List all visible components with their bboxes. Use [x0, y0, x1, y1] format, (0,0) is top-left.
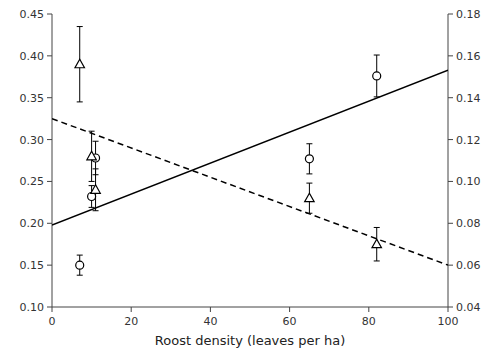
y2-tick-label: 0.14: [456, 92, 481, 105]
x-tick-label: 40: [203, 315, 217, 328]
x-tick: [448, 307, 449, 312]
x-tick: [289, 307, 290, 312]
error-bar-cap: [89, 185, 95, 186]
error-bar-cap: [374, 260, 380, 261]
circle-point: [76, 261, 84, 269]
y2-tick: [448, 223, 453, 224]
triangle-point: [372, 239, 382, 248]
x-tick-label: 100: [438, 315, 459, 328]
y2-tick: [448, 265, 453, 266]
error-bar-cap: [93, 210, 99, 211]
y-tick-label: 0.10: [20, 301, 45, 314]
series-points: [76, 55, 381, 275]
error-bar-cap: [89, 131, 95, 132]
error-bar: [306, 144, 312, 174]
y-tick-label: 0.40: [20, 50, 45, 63]
y-tick-label: 0.35: [20, 92, 45, 105]
y2-tick-label: 0.04: [456, 301, 481, 314]
y2-tick-label: 0.16: [456, 50, 481, 63]
y2-axis-line: [448, 14, 449, 307]
error-bar-cap: [77, 101, 83, 102]
triangle-point: [91, 185, 101, 194]
y-tick: [47, 14, 52, 15]
y-tick: [47, 265, 52, 266]
y2-tick: [448, 55, 453, 56]
y-tick-label: 0.15: [20, 259, 45, 272]
y-tick-label: 0.20: [20, 217, 45, 230]
y-tick: [47, 307, 52, 308]
y-tick-label: 0.30: [20, 134, 45, 147]
chart: 0 20 40 60 80 100 0.10 0.15 0.20 0.25 0.30 0.35 0.40…: [0, 0, 500, 355]
error-bar-cap: [374, 96, 380, 97]
error-bar-cap: [374, 227, 380, 228]
x-tick-label: 60: [283, 315, 297, 328]
error-bar: [77, 255, 83, 275]
x-axis-line: [52, 307, 448, 308]
error-bar-cap: [89, 207, 95, 208]
plot-area: [52, 27, 448, 276]
axes: 0 20 40 60 80 100 0.10 0.15 0.20 0.25 0.30 0.35 0.40…: [20, 8, 481, 328]
error-bar-cap: [93, 168, 99, 169]
circle-point: [305, 155, 313, 163]
triangle-point: [305, 193, 315, 202]
y2-tick: [448, 307, 453, 308]
x-tick: [210, 307, 211, 312]
y-tick-label: 0.45: [20, 8, 45, 21]
y2-tick: [448, 181, 453, 182]
y-tick: [47, 223, 52, 224]
error-bar-cap: [77, 26, 83, 27]
x-tick: [52, 307, 53, 312]
error-bar-cap: [306, 213, 312, 214]
x-tick-label: 0: [49, 315, 56, 328]
y-tick: [47, 55, 52, 56]
triangle-point: [75, 59, 85, 67]
y-tick: [47, 181, 52, 182]
y2-tick-label: 0.18: [456, 8, 481, 21]
y-tick-label: 0.25: [20, 175, 45, 188]
y2-tick: [448, 14, 453, 15]
x-tick-label: 80: [362, 315, 376, 328]
error-bar-cap: [306, 143, 312, 144]
error-bar-cap: [374, 55, 380, 56]
circle-point: [373, 72, 381, 80]
y-axis-line: [52, 14, 53, 307]
y-tick: [47, 97, 52, 98]
triangle-point: [87, 151, 97, 160]
x-axis-label: Roost density (leaves per ha): [155, 333, 345, 348]
x-tick: [368, 307, 369, 312]
error-bar: [374, 55, 380, 97]
y2-tick: [448, 139, 453, 140]
error-bar-cap: [306, 173, 312, 174]
line: [52, 119, 448, 266]
series-points: [75, 27, 382, 261]
y2-tick-label: 0.10: [456, 175, 481, 188]
x-tick: [131, 307, 132, 312]
y2-tick-label: 0.12: [456, 134, 481, 147]
error-bar-cap: [93, 141, 99, 142]
error-bar-cap: [77, 255, 83, 256]
x-tick-label: 20: [124, 315, 138, 328]
y2-tick-label: 0.06: [456, 259, 481, 272]
y2-tick: [448, 97, 453, 98]
y2-tick-label: 0.08: [456, 217, 481, 230]
error-bar-cap: [77, 275, 83, 276]
error-bar-cap: [89, 181, 95, 182]
page: {"chart_data": { "type": "line", "x_labe…: [0, 0, 500, 355]
y-tick: [47, 139, 52, 140]
line: [52, 70, 448, 225]
error-bar-cap: [306, 183, 312, 184]
